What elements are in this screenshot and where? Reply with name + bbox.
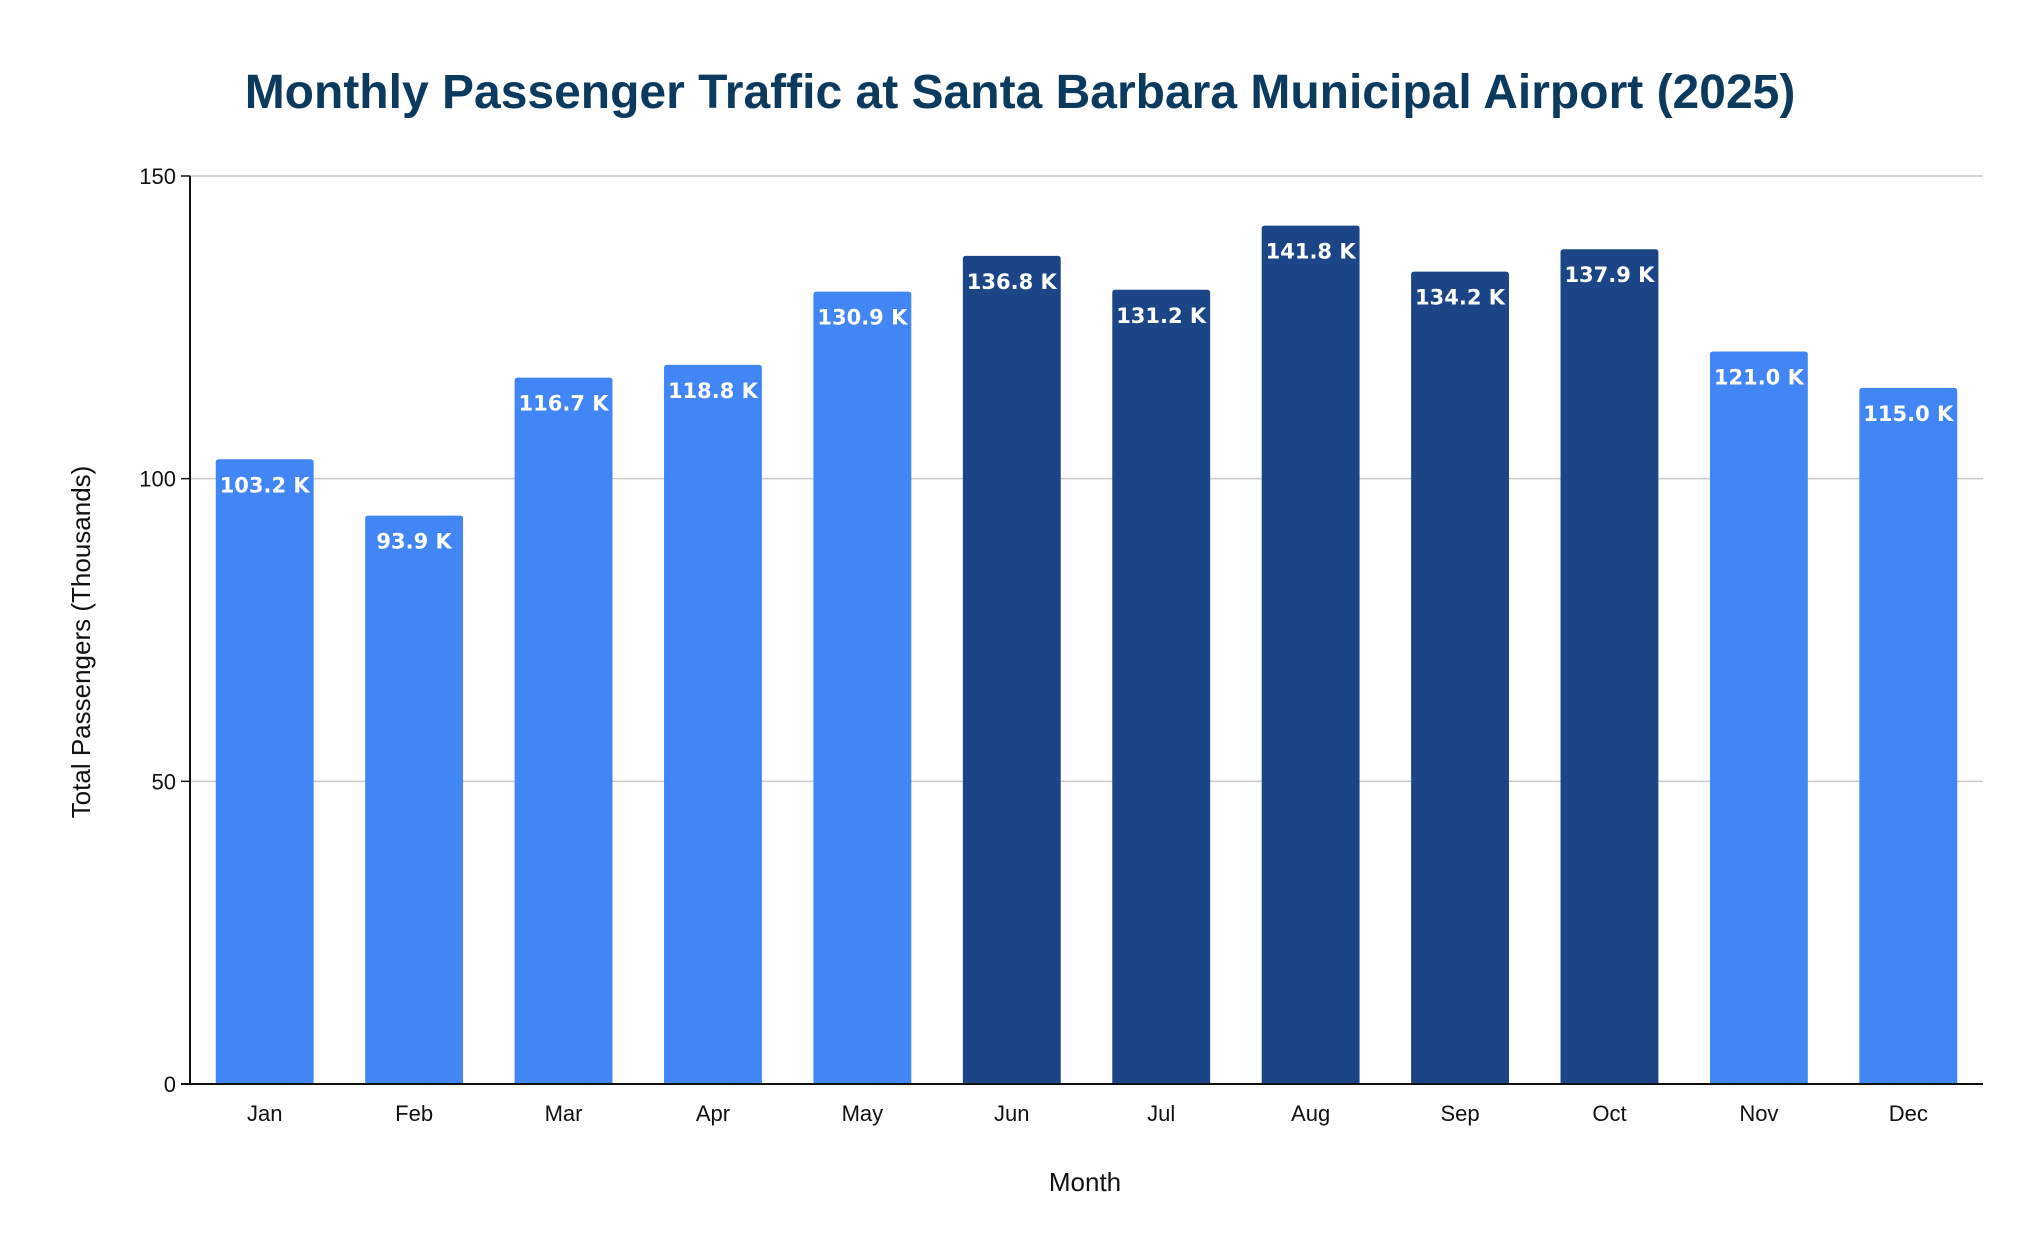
x-tick-labels: Jan Feb Mar Apr May Jun Jul Aug Sep Oct Nov Dec — [247, 1101, 1928, 1126]
data-labels: 103.2 K 93.9 K 116.7 K 118.8 K 130.9 K 136.8 … — [220, 240, 1954, 554]
x-tick-label-feb: Feb — [395, 1101, 433, 1126]
bar-aug — [1261, 225, 1360, 1084]
x-tick-label-mar: Mar — [545, 1101, 583, 1126]
x-tick-label-jun: Jun — [994, 1101, 1029, 1126]
x-tick-label-nov: Nov — [1739, 1101, 1778, 1126]
data-label-jul: 131.2 K — [1116, 304, 1207, 328]
x-tick-label-sep: Sep — [1440, 1101, 1479, 1126]
data-label-jun: 136.8 K — [967, 270, 1058, 294]
chart-title: Monthly Passenger Traffic at Santa Barba… — [245, 66, 1796, 119]
x-tick-label-apr: Apr — [696, 1101, 730, 1126]
bar-jun — [962, 255, 1061, 1085]
y-tick-label: 0 — [164, 1072, 176, 1097]
bar-dec — [1859, 387, 1958, 1084]
y-tick-label: 50 — [152, 769, 176, 794]
data-label-sep: 134.2 K — [1415, 286, 1506, 310]
data-label-jan: 103.2 K — [220, 473, 311, 497]
bars — [215, 225, 1958, 1085]
data-label-may: 130.9 K — [817, 306, 908, 330]
bar-nov — [1709, 351, 1808, 1085]
bar-feb — [365, 515, 464, 1084]
bar-apr — [664, 364, 762, 1084]
axes — [181, 176, 1983, 1085]
y-tick-labels: 0 50 100 150 — [139, 164, 190, 1097]
x-tick-label-dec: Dec — [1889, 1101, 1928, 1126]
bar-oct — [1560, 249, 1659, 1084]
data-label-oct: 137.9 K — [1564, 263, 1655, 287]
data-label-aug: 141.8 K — [1266, 240, 1357, 264]
bar-jul — [1112, 289, 1211, 1084]
data-label-apr: 118.8 K — [668, 379, 759, 403]
data-label-feb: 93.9 K — [376, 530, 452, 554]
bar-sep — [1411, 271, 1509, 1084]
y-tick-label: 150 — [139, 164, 176, 189]
data-label-dec: 115.0 K — [1863, 402, 1954, 426]
x-axis-title: Month — [1049, 1167, 1121, 1197]
y-axis-title: Total Passengers (Thousands) — [66, 466, 96, 819]
x-tick-label-jan: Jan — [247, 1101, 282, 1126]
x-tick-label-jul: Jul — [1147, 1101, 1175, 1126]
bar-mar — [514, 377, 613, 1084]
bar-may — [813, 291, 912, 1084]
bar-jan — [215, 459, 314, 1084]
x-tick-label-may: May — [842, 1101, 884, 1126]
x-tick-label-aug: Aug — [1291, 1101, 1330, 1126]
x-tick-label-oct: Oct — [1592, 1101, 1626, 1126]
gridlines — [190, 175, 1983, 783]
data-label-mar: 116.7 K — [519, 392, 610, 416]
data-label-nov: 121.0 K — [1714, 366, 1805, 390]
y-tick-label: 100 — [139, 467, 176, 492]
